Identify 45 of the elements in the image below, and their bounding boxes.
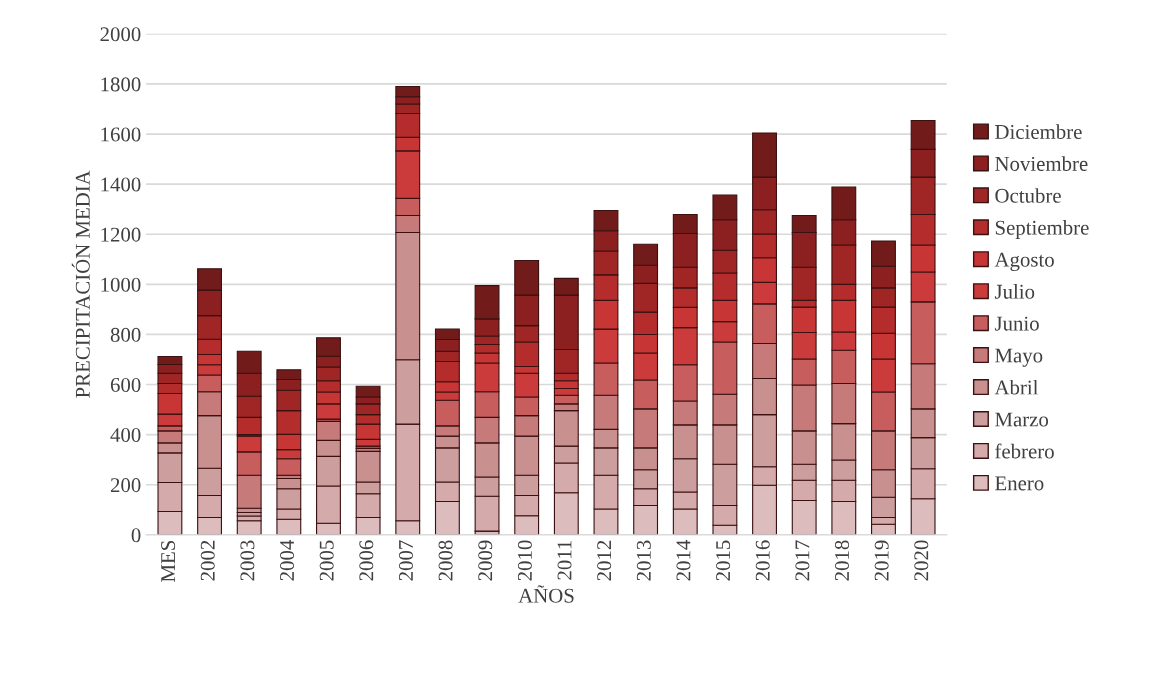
y-tick-label: 1000 (101, 277, 141, 292)
y-tick-label: 400 (110, 428, 141, 443)
x-tick-label: 2008 (438, 540, 453, 581)
x-tick-label: 2017 (795, 540, 810, 581)
x-tick-label: 2004 (279, 540, 295, 581)
y-axis-title: PRECIPITACIÓN MEDIA (71, 170, 90, 398)
x-tick-label: 2016 (755, 540, 770, 581)
x-tick-label: 2006 (359, 540, 374, 581)
legend-label: Agosto (994, 252, 1054, 271)
legend-label: Mayo (995, 348, 1043, 367)
y-tick-label: 1200 (101, 227, 141, 242)
x-tick-label: 2003 (240, 540, 255, 581)
x-tick-label: 2020 (914, 540, 929, 581)
y-tick-label: 2000 (100, 27, 141, 42)
x-axis-title: AÑOS (518, 585, 574, 603)
legend-label: febrero (995, 443, 1054, 459)
x-tick-label: 2009 (478, 540, 493, 581)
x-tick-label: MES (161, 540, 176, 582)
x-tick-label: 2012 (597, 540, 612, 581)
legend-label: Diciembre (995, 124, 1082, 139)
legend-label: Octubre (995, 188, 1061, 203)
legend-label: Enero (995, 476, 1044, 491)
y-tick-label: 0 (131, 528, 141, 543)
y-tick-label: 600 (110, 377, 141, 392)
y-tick-label: 1400 (101, 177, 141, 192)
x-tick-label: 2018 (834, 540, 850, 581)
x-tick-label: 2005 (319, 540, 334, 581)
y-tick-label: 800 (110, 327, 141, 342)
x-tick-label: 2002 (200, 540, 215, 581)
y-tick-label: 1800 (101, 77, 141, 92)
x-tick-label: 2011 (557, 540, 572, 580)
x-tick-label: 2015 (716, 540, 731, 581)
legend-label: Junio (994, 316, 1039, 331)
x-tick-label: 2010 (517, 540, 532, 581)
legend-label: Noviembre (995, 156, 1088, 171)
legend-label: Abril (994, 379, 1039, 395)
x-tick-label: 2019 (874, 540, 889, 581)
legend-label: Marzo (995, 412, 1049, 427)
x-tick-label: 2013 (636, 540, 651, 581)
legend-label: Septiembre (995, 220, 1089, 239)
legend-label: Julio (994, 284, 1035, 299)
x-tick-label: 2007 (398, 540, 413, 581)
y-tick-label: 1600 (101, 127, 141, 142)
x-tick-label: 2014 (676, 540, 691, 581)
y-tick-label: 200 (110, 478, 141, 493)
